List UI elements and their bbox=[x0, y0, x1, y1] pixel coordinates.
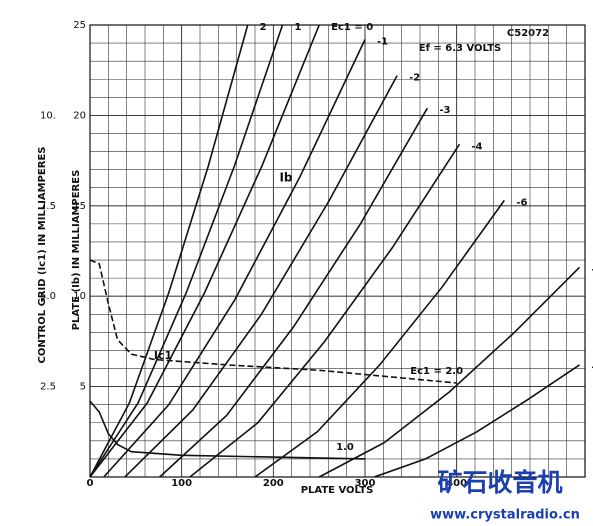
curve bbox=[373, 364, 580, 478]
curve bbox=[89, 259, 457, 384]
curve bbox=[89, 24, 249, 478]
x-tick-label: 0 bbox=[87, 478, 94, 489]
y2-tick-label: 2.5 bbox=[40, 382, 56, 393]
x-tick-label: 300 bbox=[355, 478, 376, 489]
curve-label: 1 bbox=[295, 22, 302, 33]
curve-label: 1.0 bbox=[336, 442, 354, 453]
y-axis-label: PLATE (Ib) IN MILLIAMPERES bbox=[71, 170, 82, 331]
curve-label: -1 bbox=[377, 36, 388, 47]
chart-code: C52072 bbox=[507, 28, 549, 39]
y2-tick-label: 7.5 bbox=[40, 201, 56, 212]
curve bbox=[159, 107, 428, 478]
curve-label: -6 bbox=[516, 197, 527, 208]
curve bbox=[189, 143, 461, 478]
y-tick-label: 15 bbox=[73, 201, 86, 212]
curve-label: Ec1 = 2.0 bbox=[410, 366, 463, 377]
curve bbox=[124, 75, 398, 478]
curve-label: -2 bbox=[409, 73, 420, 84]
watermark: 矿石收音机 bbox=[437, 468, 562, 497]
curve-label: 2 bbox=[260, 22, 267, 33]
annotation: Ef = 6.3 VOLTS bbox=[419, 43, 502, 54]
y2-axis-label: CONTROL GRID (Ic1) IN MILLIAMPERES bbox=[37, 146, 48, 363]
x-axis-label: PLATE VOLTS bbox=[301, 485, 374, 496]
curve-label: Ib bbox=[279, 171, 292, 185]
plot-frame bbox=[89, 24, 586, 478]
curve-label: -3 bbox=[439, 105, 450, 116]
curve-label: Ec1 = 0 bbox=[331, 22, 373, 33]
curve bbox=[103, 39, 366, 478]
plot: 0 100 200 300 400 5 10 15 20 25 2.5 5.0 7.5 10. 2 1 Ec1 … bbox=[40, 20, 593, 489]
curve-label: -8 bbox=[592, 264, 593, 275]
y-tick-label: 10 bbox=[73, 291, 86, 302]
y2-tick-label: 5.0 bbox=[40, 291, 56, 302]
curve-label: -10 bbox=[592, 362, 593, 373]
x-tick-label: 100 bbox=[171, 478, 192, 489]
x-tick-label: 200 bbox=[263, 478, 284, 489]
y-tick-label: 20 bbox=[73, 110, 86, 121]
y-tick-label: 25 bbox=[73, 20, 86, 31]
x-tick-label: 400 bbox=[446, 478, 467, 489]
curve bbox=[254, 199, 505, 478]
curve bbox=[89, 24, 284, 478]
curve-label: -4 bbox=[471, 141, 482, 152]
curve bbox=[318, 266, 581, 478]
curve-label: Ic1 bbox=[154, 349, 172, 362]
curve bbox=[89, 24, 320, 478]
curve bbox=[89, 400, 366, 460]
y-tick-label: 5 bbox=[80, 382, 86, 393]
watermark-url: www.crystalradio.cn bbox=[430, 508, 580, 523]
y2-tick-label: 10. bbox=[40, 110, 56, 121]
